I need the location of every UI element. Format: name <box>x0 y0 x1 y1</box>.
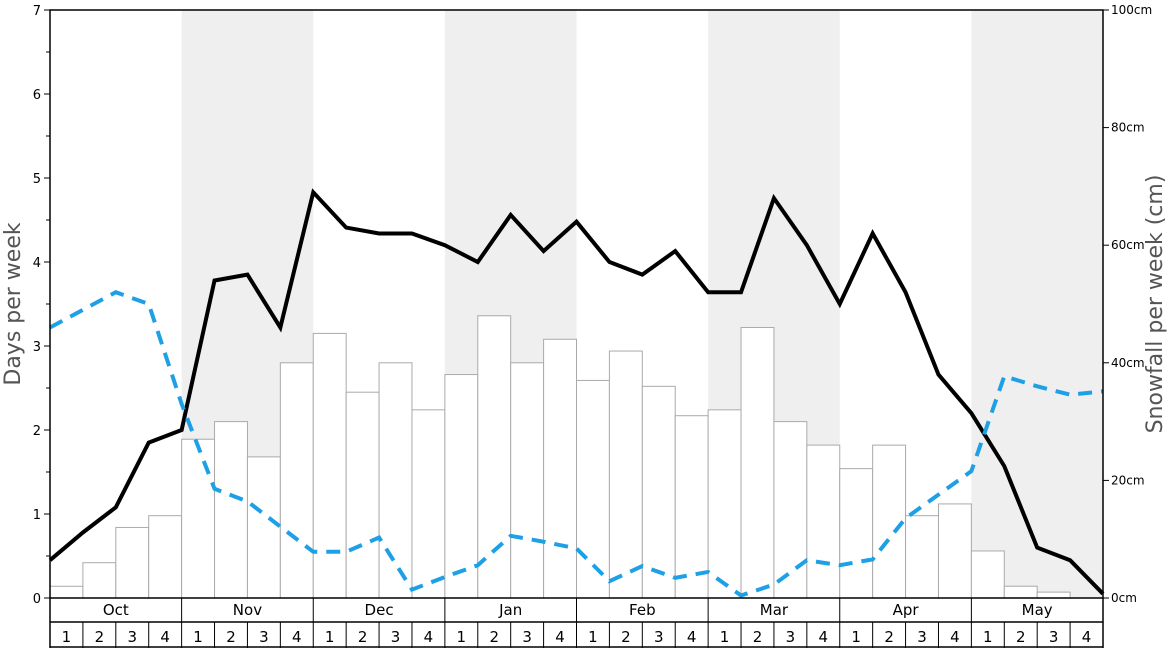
snowfall-bar <box>378 362 413 599</box>
week-label: 3 <box>786 628 796 646</box>
month-label-may: May <box>1022 601 1053 619</box>
week-label: 4 <box>1082 628 1092 646</box>
week-label: 3 <box>654 628 664 646</box>
week-label: 4 <box>292 628 302 646</box>
right-tick-label: 0cm <box>1111 591 1137 605</box>
week-label: 4 <box>687 628 697 646</box>
snowfall-bar <box>905 515 939 599</box>
snowfall-bar <box>279 362 314 599</box>
left-tick-label: 3 <box>33 340 41 355</box>
snowfall-bar <box>806 444 841 599</box>
right-tick-label: 40cm <box>1111 356 1145 370</box>
week-label: 3 <box>259 628 269 646</box>
week-label: 3 <box>1049 628 1059 646</box>
left-tick-label: 1 <box>33 508 41 523</box>
snowfall-bar <box>576 379 610 599</box>
week-label: 4 <box>819 628 829 646</box>
left-axis-title: Days per week <box>1 222 26 385</box>
week-label: 4 <box>950 628 960 646</box>
right-tick-label: 100cm <box>1111 3 1152 17</box>
week-label: 4 <box>555 628 565 646</box>
snowfall-bar <box>510 362 545 599</box>
snowfall-bar <box>937 503 972 599</box>
week-label: 3 <box>917 628 927 646</box>
week-label: 2 <box>226 628 236 646</box>
week-label: 2 <box>95 628 105 646</box>
week-label: 1 <box>851 628 861 646</box>
snowfall-bar <box>773 421 808 599</box>
week-label: 2 <box>358 628 368 646</box>
month-label-nov: Nov <box>233 601 262 619</box>
week-label: 2 <box>884 628 894 646</box>
week-label: 1 <box>457 628 467 646</box>
snowfall-bar <box>82 562 117 599</box>
month-shade-may <box>971 10 1103 598</box>
left-tick-label: 2 <box>33 424 41 439</box>
snowfall-bar <box>148 515 183 599</box>
snowfall-bars <box>49 315 1071 599</box>
week-label: 4 <box>424 628 434 646</box>
snowfall-bar <box>543 338 577 599</box>
right-tick-label: 60cm <box>1111 238 1145 252</box>
week-label: 1 <box>325 628 335 646</box>
snowfall-bar <box>115 526 150 599</box>
background-shading <box>181 10 1103 598</box>
snowfall-bar <box>674 415 709 599</box>
snowfall-bar <box>1003 585 1038 599</box>
month-label-oct: Oct <box>103 601 129 619</box>
snowfall-bar <box>740 327 775 599</box>
month-label-apr: Apr <box>893 601 920 619</box>
left-tick-label: 6 <box>33 88 41 103</box>
month-label-mar: Mar <box>760 601 789 619</box>
week-label: 1 <box>62 628 72 646</box>
day-lines <box>48 188 1105 598</box>
right-axis-title: Snowfall per week (cm) <box>1143 175 1168 434</box>
snowfall-bar <box>312 332 347 599</box>
week-label: 1 <box>720 628 730 646</box>
week-label: 3 <box>522 628 532 646</box>
week-label: 4 <box>160 628 170 646</box>
week-label: 3 <box>127 628 137 646</box>
left-tick-label: 7 <box>33 4 41 19</box>
snowfall-bar <box>839 468 874 599</box>
solid-black-line <box>48 188 1105 596</box>
snowfall-bar <box>477 315 512 599</box>
right-tick-label: 80cm <box>1111 121 1145 135</box>
month-label-dec: Dec <box>365 601 394 619</box>
week-label: 1 <box>983 628 993 646</box>
week-label: 2 <box>1016 628 1026 646</box>
left-tick-label: 0 <box>33 592 41 607</box>
snowfall-bar <box>444 374 479 599</box>
snowfall-bar <box>641 385 676 599</box>
left-tick-label: 4 <box>33 256 41 271</box>
week-label: 1 <box>193 628 203 646</box>
snowfall-bar <box>707 409 742 599</box>
month-label-jan: Jan <box>498 601 522 619</box>
snowfall-bar <box>246 456 281 599</box>
snowfall-bar <box>345 391 380 599</box>
snowfall-bar <box>214 421 248 599</box>
week-label: 2 <box>489 628 499 646</box>
week-label: 2 <box>621 628 631 646</box>
week-label: 3 <box>391 628 401 646</box>
week-label: 1 <box>588 628 598 646</box>
snowfall-bar <box>970 550 1005 599</box>
month-label-feb: Feb <box>629 601 656 619</box>
left-tick-label: 5 <box>33 172 41 187</box>
snowfall-bar <box>49 585 84 599</box>
right-tick-label: 20cm <box>1111 473 1145 487</box>
snowfall-bar <box>181 438 216 599</box>
snowfall-bar <box>1036 591 1071 599</box>
snowfall-bar <box>411 409 446 599</box>
week-label: 2 <box>753 628 763 646</box>
snowfall-bar <box>608 350 643 599</box>
snowfall-bar <box>872 444 907 599</box>
axes: 0 1 2 3 4 5 6 7 0cm 20cm 40cm 60cm 80cm 100cm Oct 1 2 3 4 N… <box>33 3 1152 648</box>
